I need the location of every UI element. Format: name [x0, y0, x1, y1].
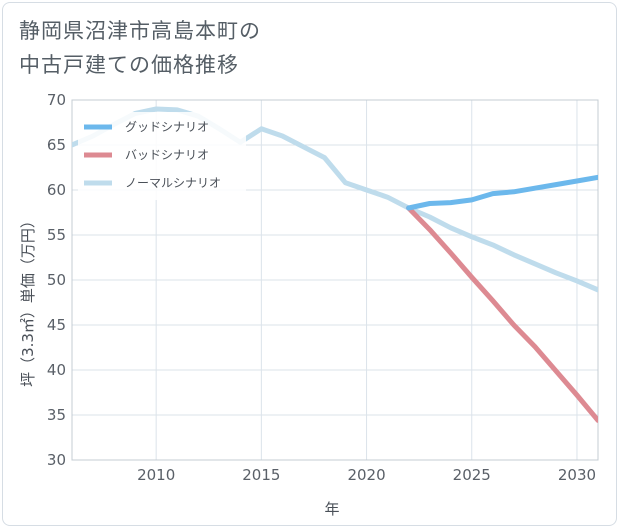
x-tick-label: 2015 — [242, 466, 280, 484]
x-tick-label: 2020 — [347, 466, 385, 484]
series-line-0 — [406, 174, 598, 211]
x-axis-label: 年 — [324, 500, 339, 518]
y-tick-label: 35 — [47, 406, 66, 424]
title-line-2: 中古戸建ての価格推移 — [19, 53, 239, 77]
y-tick-label: 70 — [47, 91, 66, 109]
chart-card — [2, 2, 617, 526]
series-line-1 — [406, 205, 598, 423]
series-lines — [72, 106, 598, 423]
y-tick-label: 60 — [47, 181, 66, 199]
legend-label: バッドシナリオ — [125, 148, 209, 162]
x-tick-label: 2025 — [453, 466, 491, 484]
y-tick-label: 50 — [47, 271, 66, 289]
tick-labels: 30 35 40 45 50 55 60 65 70 2010 2015 2020 2025 2030 — [47, 91, 596, 484]
title-line-1: 静岡県沼津市高島本町の — [19, 19, 261, 43]
x-tick-label: 2030 — [558, 466, 596, 484]
y-tick-label: 65 — [47, 136, 66, 154]
y-axis-label: 坪（3.3㎡）単価（万円） — [19, 213, 37, 387]
x-tick-label: 2010 — [137, 466, 175, 484]
y-tick-label: 30 — [47, 451, 66, 469]
y-tick-label: 40 — [47, 361, 66, 379]
series-line-2 — [72, 106, 598, 293]
y-tick-label: 45 — [47, 316, 66, 334]
legend-label: ノーマルシナリオ — [125, 176, 221, 190]
legend-label: グッドシナリオ — [125, 120, 209, 134]
y-tick-label: 55 — [47, 226, 66, 244]
chart-title: 静岡県沼津市高島本町の 中古戸建ての価格推移 — [19, 14, 261, 82]
plot-frame — [71, 99, 599, 461]
